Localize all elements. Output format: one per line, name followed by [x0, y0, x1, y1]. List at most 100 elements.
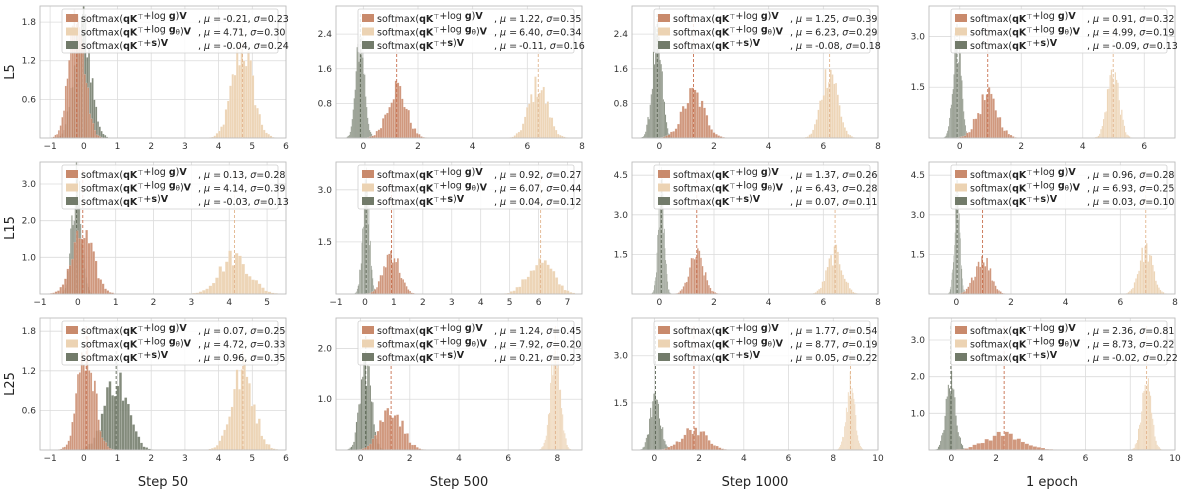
histogram-bar: [950, 104, 952, 139]
legend-box: [950, 320, 1168, 366]
x-tick-label: 4: [478, 298, 484, 308]
histogram-bar: [560, 285, 564, 295]
histogram-bar: [1147, 261, 1150, 295]
histogram-bar: [542, 86, 545, 139]
legend-swatch-s: [66, 197, 78, 205]
x-tick-label: 4: [1063, 298, 1069, 308]
histogram-bar: [75, 393, 78, 451]
histogram-bar: [653, 393, 655, 451]
histogram-bar: [711, 290, 713, 295]
histogram-bar: [707, 284, 710, 295]
legend-stats-g: , μ = 1.25, σ=0.39: [790, 14, 877, 25]
histogram-bar: [85, 82, 88, 139]
legend: softmax(qK⊤+log g)V , μ = 1.77, σ=0.54 soft…: [653, 320, 877, 366]
x-tick-label: 2: [1008, 298, 1014, 308]
histogram-bar: [92, 123, 95, 139]
x-tick-label: 10: [1169, 454, 1181, 464]
histogram-bar: [1105, 111, 1108, 139]
histogram-bar: [664, 114, 667, 139]
x-tick-label: 2: [407, 454, 413, 464]
histogram-bar: [368, 366, 370, 451]
histogram-bar: [1109, 74, 1111, 139]
histogram-bar: [974, 118, 978, 139]
histogram-bar: [1004, 431, 1009, 451]
histogram-bar: [952, 88, 954, 139]
histogram-bar: [831, 74, 834, 139]
histogram-bar: [842, 274, 844, 295]
histogram-bar: [354, 89, 356, 139]
legend-stats-gtheta: , μ = 4.72, σ=0.33: [198, 340, 285, 351]
legend: softmax(qK⊤+log g)V , μ = 0.92, σ=0.27 soft…: [357, 164, 581, 210]
histogram-bar: [103, 440, 106, 451]
histogram-bar: [1114, 72, 1117, 139]
legend-entry-g: softmax(qK⊤+log g)V: [377, 167, 483, 181]
x-tick-label: 2: [151, 298, 157, 308]
legend-box: [950, 8, 1168, 54]
histogram-bar: [955, 415, 957, 451]
histogram-bar: [1142, 392, 1144, 451]
histogram-bar: [856, 430, 858, 451]
x-tick-label: 4: [456, 454, 462, 464]
histogram-bar: [982, 262, 985, 295]
histogram-bar: [967, 286, 970, 295]
histogram-bar: [647, 116, 649, 139]
histogram-bar: [82, 42, 85, 139]
histogram-bar: [78, 372, 81, 451]
x-tick-label: 5: [249, 454, 255, 464]
histogram-bar: [1028, 445, 1034, 451]
histogram-bar: [222, 124, 226, 139]
histogram-bar: [645, 131, 647, 139]
histogram-bar: [90, 372, 93, 451]
histogram-bar: [1152, 418, 1154, 451]
histogram-g: [354, 326, 427, 451]
y-tick-label: 3.0: [911, 336, 926, 346]
legend-box: [61, 8, 279, 54]
histogram-bar: [1098, 133, 1101, 139]
histogram-bar: [228, 416, 232, 451]
histogram-bar: [350, 126, 352, 139]
legend-stats-g: , μ = 1.37, σ=0.26: [790, 170, 877, 181]
histogram-bar: [68, 265, 72, 295]
legend-swatch-g: [66, 326, 78, 334]
histogram-bar: [707, 125, 711, 139]
histogram-bar: [377, 129, 381, 139]
histogram-bar: [398, 426, 402, 451]
histogram-bar: [71, 258, 74, 295]
histogram-bar: [91, 390, 95, 451]
histogram-bar: [409, 122, 413, 139]
histogram-bar: [57, 130, 60, 139]
histogram-bar: [979, 113, 982, 139]
histogram-bar: [379, 127, 383, 139]
y-tick-label: 2.4: [318, 30, 333, 40]
histogram-bar: [374, 435, 377, 451]
histogram-bar: [833, 83, 836, 139]
histogram-bar: [824, 69, 827, 139]
histogram-bar: [119, 372, 122, 451]
histogram-bar: [92, 251, 96, 295]
histogram-bar: [406, 433, 409, 451]
legend-entry-gtheta: softmax(qK⊤+log gθ)V: [673, 337, 784, 351]
x-tick-label: 4: [226, 298, 232, 308]
histogram-bar: [71, 421, 74, 451]
histogram-bar: [1142, 261, 1145, 295]
histogram-bar: [238, 65, 241, 139]
x-tick-label: 0: [651, 454, 657, 464]
histogram-bar: [957, 431, 959, 451]
histogram-bar: [251, 75, 255, 139]
histogram-bar: [977, 112, 980, 139]
legend-stats-s: , μ = 0.04, σ=0.12: [494, 197, 581, 208]
histogram-bar: [231, 265, 236, 295]
histogram-bar: [696, 434, 700, 451]
histogram-bar: [817, 109, 820, 139]
legend-stats-g: , μ = 2.36, σ=0.81: [1087, 326, 1174, 337]
histogram-bar: [1153, 271, 1156, 295]
histogram-bar: [413, 444, 417, 451]
histogram-bar: [230, 406, 234, 451]
histogram-bar: [243, 356, 246, 451]
panel-l15-step-50: −1 0 1 2 3 4 5 1.0 2.0 3.0 softmax(qK⊤+log g)V , μ …: [22, 161, 289, 308]
histogram-bar: [61, 117, 64, 139]
x-tick-label: −1: [43, 142, 56, 152]
histogram-bar: [949, 108, 952, 139]
row-label-l25: L25: [3, 372, 18, 396]
histogram-bar: [381, 275, 384, 295]
